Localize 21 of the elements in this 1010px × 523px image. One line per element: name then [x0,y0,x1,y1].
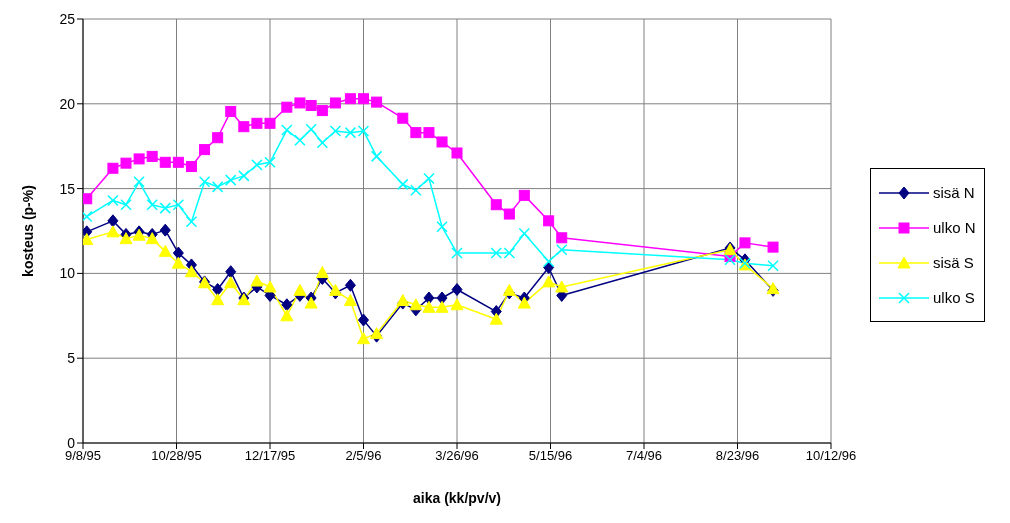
legend-label: ulko N [933,219,976,236]
x-axis-title: aika (kk/pv/v) [413,490,501,506]
x-tick-label: 7/4/96 [625,448,663,464]
legend-label: ulko S [933,289,975,306]
x-tick-label: 3/26/96 [435,448,479,464]
x-tick-label: 10/28/95 [151,448,202,464]
y-tick-label: 25 [59,10,76,27]
legend-label: sisä S [933,254,974,271]
x-tick-label: 12/17/95 [244,448,296,464]
y-tick-label: 10 [59,265,76,282]
legend-label: sisä N [933,184,975,201]
x-tick-label: 9/8/95 [64,448,102,464]
y-tick-label: 5 [67,350,76,367]
x-tick-label: 5/15/96 [528,448,573,464]
x-tick-label: 2/5/96 [345,448,382,464]
y-tick-label: 15 [59,180,76,197]
y-tick-label: 20 [59,95,76,112]
x-tick-label: 8/23/96 [715,448,760,464]
y-axis-title: kosteus (p-%) [19,185,36,277]
x-tick-label: 10/12/96 [805,448,857,464]
y-tick-label: 0 [67,434,76,451]
